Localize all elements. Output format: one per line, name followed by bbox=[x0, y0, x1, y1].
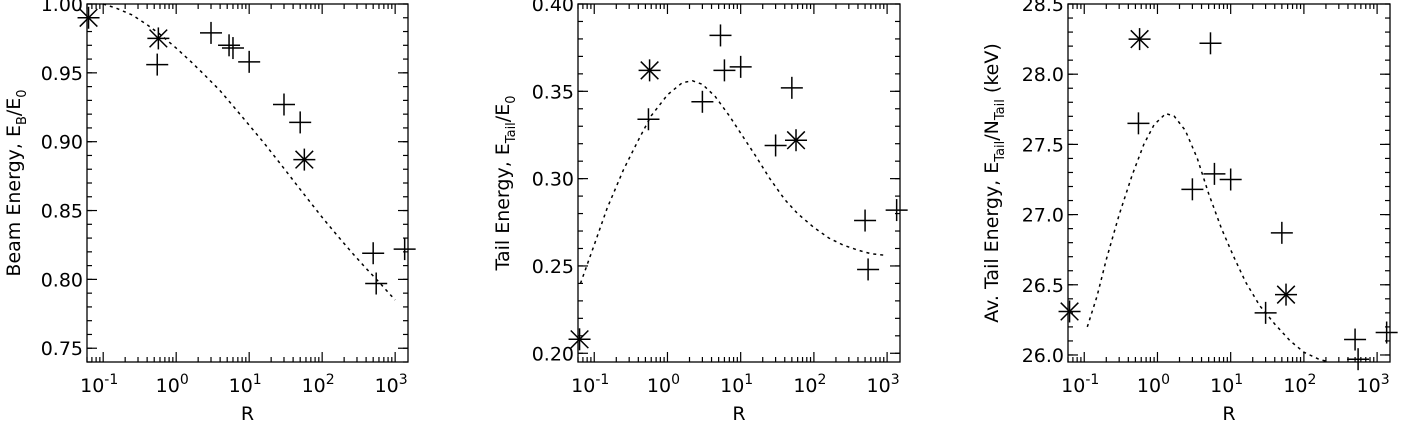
data-point-plus bbox=[857, 258, 880, 281]
x-tick-label: 100 bbox=[156, 372, 189, 397]
data-point-asterisk bbox=[1128, 28, 1151, 51]
plot-frame bbox=[86, 3, 409, 363]
y-tick-label: 0.85 bbox=[41, 201, 83, 223]
data-point-plus bbox=[362, 242, 385, 265]
data-point-plus bbox=[729, 55, 752, 78]
data-point-plus bbox=[713, 59, 736, 82]
plot-frame bbox=[577, 3, 901, 363]
y-axis-label: Tail Energy, ETail/E0 bbox=[492, 96, 519, 272]
x-axis-label: R bbox=[241, 403, 254, 425]
data-point-plus bbox=[1254, 301, 1277, 324]
data-point-plus bbox=[1199, 32, 1222, 55]
y-tick-label: 0.75 bbox=[41, 338, 83, 360]
data-point-plus bbox=[221, 37, 244, 60]
y-tick-label: 26.5 bbox=[1022, 275, 1064, 297]
data-point-plus bbox=[1375, 321, 1398, 344]
x-tick-label: 102 bbox=[302, 372, 335, 397]
data-point-plus bbox=[1203, 162, 1226, 185]
fit-curve bbox=[102, 3, 396, 301]
data-point-plus bbox=[1347, 348, 1370, 371]
y-tick-label: 1.00 bbox=[41, 0, 83, 16]
x-tick-label: 101 bbox=[720, 372, 753, 397]
data-point-asterisk bbox=[1275, 283, 1298, 306]
data-point-asterisk bbox=[785, 129, 808, 152]
x-tick-label: 102 bbox=[1283, 372, 1316, 397]
y-tick-label: 0.40 bbox=[532, 0, 574, 16]
y-tick-label: 27.0 bbox=[1022, 205, 1064, 227]
y-tick-label: 0.35 bbox=[532, 81, 574, 103]
data-point-plus bbox=[146, 53, 169, 76]
x-axis-label: R bbox=[1222, 403, 1235, 425]
data-point-plus bbox=[1219, 168, 1242, 191]
x-tick-label: 103 bbox=[1357, 372, 1390, 397]
x-tick-label: 102 bbox=[793, 372, 826, 397]
x-tick-label: 101 bbox=[229, 372, 262, 397]
panel-3: 26.0 26.5 27.0 27.5 28.0 28.5 10-1 100 101 102 103… bbox=[981, 0, 1398, 425]
data-point-plus bbox=[1181, 178, 1204, 201]
x-tick-label: 10-1 bbox=[1061, 372, 1099, 397]
data-point-plus bbox=[393, 238, 416, 261]
x-tick-label: 100 bbox=[647, 372, 680, 397]
y-tick-label: 28.5 bbox=[1022, 0, 1064, 16]
panel-2: 0.20 0.25 0.30 0.35 0.40 10-1 100 101 102 103 R Tai… bbox=[492, 0, 908, 425]
data-point-plus bbox=[1270, 221, 1293, 244]
data-point-asterisk bbox=[568, 328, 591, 351]
data-point-plus bbox=[218, 34, 241, 57]
x-tick-label: 10-1 bbox=[80, 372, 118, 397]
data-point-plus bbox=[272, 93, 295, 116]
y-tick-label: 0.95 bbox=[41, 63, 83, 85]
y-tick-label: 0.20 bbox=[532, 343, 574, 365]
x-axis-label: R bbox=[732, 403, 745, 425]
data-point-asterisk bbox=[638, 59, 661, 82]
x-tick-label: 103 bbox=[867, 372, 900, 397]
y-tick-label: 0.90 bbox=[41, 132, 83, 154]
fit-curve bbox=[1086, 112, 1330, 363]
x-tick-label: 103 bbox=[375, 372, 408, 397]
data-point-asterisk bbox=[77, 6, 100, 29]
data-point-plus bbox=[709, 24, 732, 47]
plot-frame bbox=[1067, 3, 1391, 363]
y-tick-label: 0.25 bbox=[532, 256, 574, 278]
y-tick-label: 28.0 bbox=[1022, 64, 1064, 86]
panel-1: 0.75 0.80 0.85 0.90 0.95 1.00 10-1 100 101 102 103… bbox=[3, 0, 416, 425]
y-axis-label: Av. Tail Energy, ETail/NTail (keV) bbox=[981, 43, 1008, 323]
data-point-plus bbox=[238, 50, 261, 73]
x-tick-label: 101 bbox=[1210, 372, 1243, 397]
data-point-plus bbox=[854, 209, 877, 232]
data-point-asterisk bbox=[147, 27, 170, 50]
x-tick-label: 100 bbox=[1137, 372, 1170, 397]
data-point-plus bbox=[691, 90, 714, 113]
data-point-asterisk bbox=[293, 148, 316, 171]
data-point-plus bbox=[1344, 328, 1367, 351]
data-point-plus bbox=[780, 76, 803, 99]
y-axis-label: Beam Energy, EB/E0 bbox=[3, 89, 30, 276]
data-point-plus bbox=[200, 21, 223, 44]
data-point-plus bbox=[365, 272, 388, 295]
data-point-plus bbox=[637, 108, 660, 131]
y-tick-label: 0.30 bbox=[532, 169, 574, 191]
data-point-plus bbox=[764, 134, 787, 157]
data-point-asterisk bbox=[1058, 300, 1081, 323]
y-tick-label: 27.5 bbox=[1022, 134, 1064, 156]
y-tick-label: 0.80 bbox=[41, 269, 83, 291]
data-point-plus bbox=[885, 199, 908, 222]
fit-curve bbox=[579, 80, 888, 284]
data-point-plus bbox=[289, 111, 312, 134]
data-point-plus bbox=[1127, 112, 1150, 135]
x-tick-label: 10-1 bbox=[571, 372, 609, 397]
y-tick-label: 26.0 bbox=[1022, 345, 1064, 367]
